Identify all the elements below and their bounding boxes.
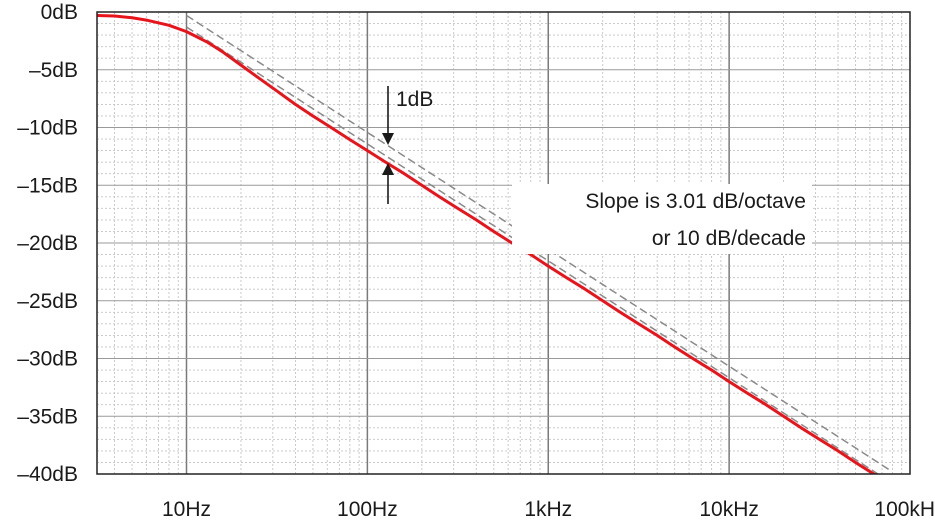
response-curve [97, 13, 879, 474]
y-tick-label: –15dB [17, 174, 78, 197]
y-axis-tick-labels: 0dB –5dB –10dB –15dB –20dB –25dB –30dB –35dB –40… [17, 1, 78, 486]
y-tick-label: –20dB [17, 232, 78, 255]
plot-frame [96, 11, 911, 475]
slope-label-line-1: Slope is 3.01 dB/octave [585, 190, 806, 213]
x-tick-label: 10Hz [162, 498, 211, 521]
minor-gridlines [97, 12, 910, 474]
x-tick-label: 10kHz [699, 498, 759, 521]
series-lines [97, 13, 879, 474]
y-tick-label: 0dB [41, 1, 78, 24]
y-tick-label: –25dB [17, 290, 78, 313]
x-tick-label: 100kHz [874, 498, 935, 521]
x-tick-label: 100Hz [337, 498, 398, 521]
asymptote-line [186, 14, 891, 472]
y-tick-label: –35dB [17, 405, 78, 428]
y-tick-label: –5dB [29, 59, 78, 82]
y-tick-label: –40dB [17, 463, 78, 486]
y-tick-label: –30dB [17, 348, 78, 371]
y-tick-label: –10dB [17, 117, 78, 140]
asymptote-lines [186, 14, 891, 474]
slope-annotation: Slope is 3.01 dB/octave or 10 dB/decade [512, 184, 812, 254]
x-axis-tick-labels: 10Hz 100Hz 1kHz 10kHz 100kHz [162, 498, 935, 521]
offset-arrow-bottom-head [382, 163, 394, 175]
asymptote-line [186, 26, 880, 474]
slope-label-line-2: or 10 dB/decade [652, 227, 806, 250]
slope-label-background [512, 184, 812, 254]
offset-label: 1dB [396, 88, 433, 111]
offset-arrow-top-head [382, 133, 394, 145]
x-tick-label: 1kHz [524, 498, 572, 521]
offset-annotation: 1dB [382, 86, 433, 204]
